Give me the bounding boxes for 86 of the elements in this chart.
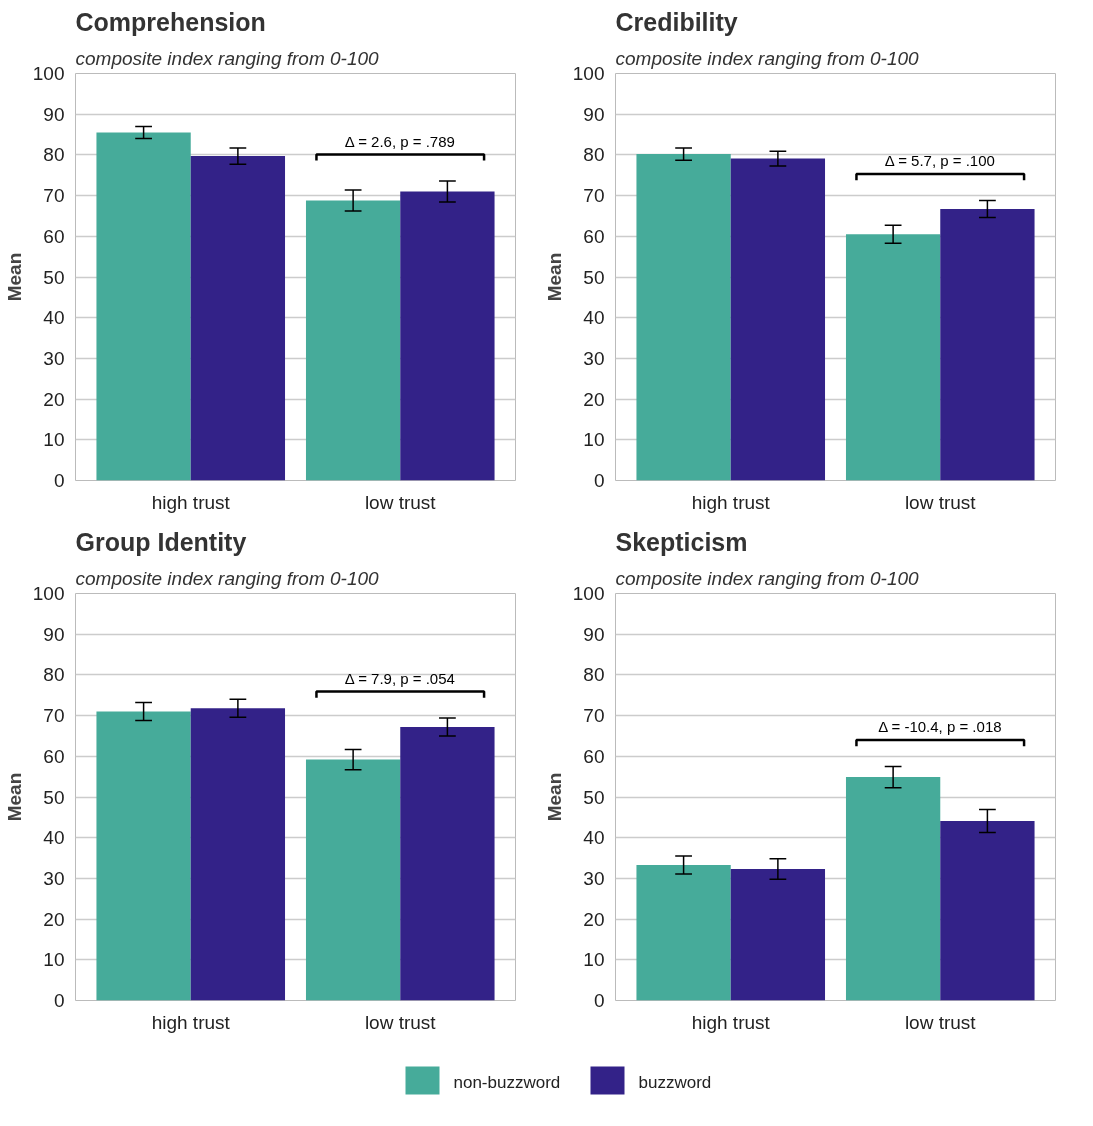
y-tick-label: 20 (583, 908, 605, 930)
annotation: Δ = 7.9, p = .054 (344, 669, 455, 687)
bar (845, 234, 941, 481)
x-tick-label: low trust (904, 1011, 977, 1033)
bar (96, 711, 191, 1001)
y-tick-label: 70 (583, 705, 605, 727)
y-tick-label: 30 (583, 867, 605, 889)
y-tick-label: 70 (43, 185, 65, 207)
x-tick-label: high trust (691, 1011, 771, 1033)
y-tick-label: 10 (43, 949, 65, 971)
bar (400, 727, 495, 1001)
y-tick-label: 40 (583, 307, 605, 329)
bar (190, 708, 286, 1001)
x-tick-label: high trust (151, 1011, 231, 1033)
y-tick-label: 100 (32, 583, 65, 604)
chart-subtitle: composite index ranging from 0-100 (75, 567, 380, 589)
chart-subtitle: composite index ranging from 0-100 (75, 47, 380, 69)
y-tick-label: 30 (43, 347, 65, 369)
x-tick-label: high trust (691, 491, 771, 513)
chart-title: Skepticism (615, 527, 748, 556)
chart-title: Credibility (615, 7, 738, 36)
y-tick-label: 70 (583, 185, 605, 207)
chart-title: Comprehension (75, 7, 266, 36)
bar (845, 777, 941, 1001)
bar (190, 156, 286, 481)
y-tick-label: 80 (43, 144, 65, 166)
y-tick-label: 60 (43, 745, 65, 767)
chart-subtitle: composite index ranging from 0-100 (615, 47, 920, 69)
y-tick-label: 50 (583, 786, 605, 808)
y-tick-label: 90 (583, 623, 605, 645)
legend-label: buzzword (638, 1072, 712, 1092)
bar (305, 200, 401, 481)
y-tick-label: 80 (583, 664, 605, 686)
bar (636, 864, 731, 1001)
y-tick-label: 0 (593, 470, 605, 491)
chart-title: Group Identity (75, 527, 247, 556)
annotation: Δ = 5.7, p = .100 (884, 152, 995, 170)
y-tick-label: 30 (43, 867, 65, 889)
y-tick-label: 50 (43, 786, 65, 808)
y-tick-label: 20 (43, 908, 65, 930)
bar (636, 154, 731, 481)
y-axis-title: Mean (3, 252, 25, 302)
y-tick-label: 20 (43, 388, 65, 410)
y-tick-label: 40 (43, 307, 65, 329)
y-tick-label: 60 (43, 225, 65, 247)
y-tick-label: 90 (583, 103, 605, 125)
y-tick-label: 90 (43, 103, 65, 125)
annotation: Δ = 2.6, p = .789 (344, 132, 455, 150)
y-axis-title: Mean (543, 252, 565, 302)
y-tick-label: 0 (53, 470, 65, 491)
y-tick-label: 80 (583, 144, 605, 166)
y-tick-label: 50 (583, 266, 605, 288)
bar (730, 869, 826, 1001)
y-tick-label: 10 (583, 429, 605, 451)
y-tick-label: 0 (593, 990, 605, 1011)
bar (940, 821, 1035, 1001)
bar (730, 158, 826, 481)
x-tick-label: low trust (904, 491, 977, 513)
y-tick-label: 0 (53, 990, 65, 1011)
annotation: Δ = -10.4, p = .018 (878, 718, 1002, 736)
y-tick-label: 100 (572, 583, 605, 604)
y-tick-label: 60 (583, 745, 605, 767)
y-tick-label: 50 (43, 266, 65, 288)
y-tick-label: 10 (583, 949, 605, 971)
y-axis-title: Mean (3, 772, 25, 822)
y-tick-label: 100 (572, 63, 605, 84)
bar (96, 132, 191, 481)
bar (940, 209, 1035, 481)
chart-subtitle: composite index ranging from 0-100 (615, 567, 920, 589)
y-tick-label: 40 (583, 827, 605, 849)
y-tick-label: 20 (583, 388, 605, 410)
x-tick-label: low trust (364, 491, 437, 513)
y-tick-label: 90 (43, 623, 65, 645)
y-tick-label: 80 (43, 664, 65, 686)
y-axis-title: Mean (543, 772, 565, 822)
bar (400, 191, 495, 481)
legend-label: non-buzzword (453, 1072, 561, 1092)
y-tick-label: 40 (43, 827, 65, 849)
y-tick-label: 100 (32, 63, 65, 84)
bar (305, 759, 401, 1001)
y-tick-label: 60 (583, 225, 605, 247)
x-tick-label: high trust (151, 491, 231, 513)
x-tick-label: low trust (364, 1011, 437, 1033)
y-tick-label: 30 (583, 347, 605, 369)
y-tick-label: 70 (43, 705, 65, 727)
y-tick-label: 10 (43, 429, 65, 451)
